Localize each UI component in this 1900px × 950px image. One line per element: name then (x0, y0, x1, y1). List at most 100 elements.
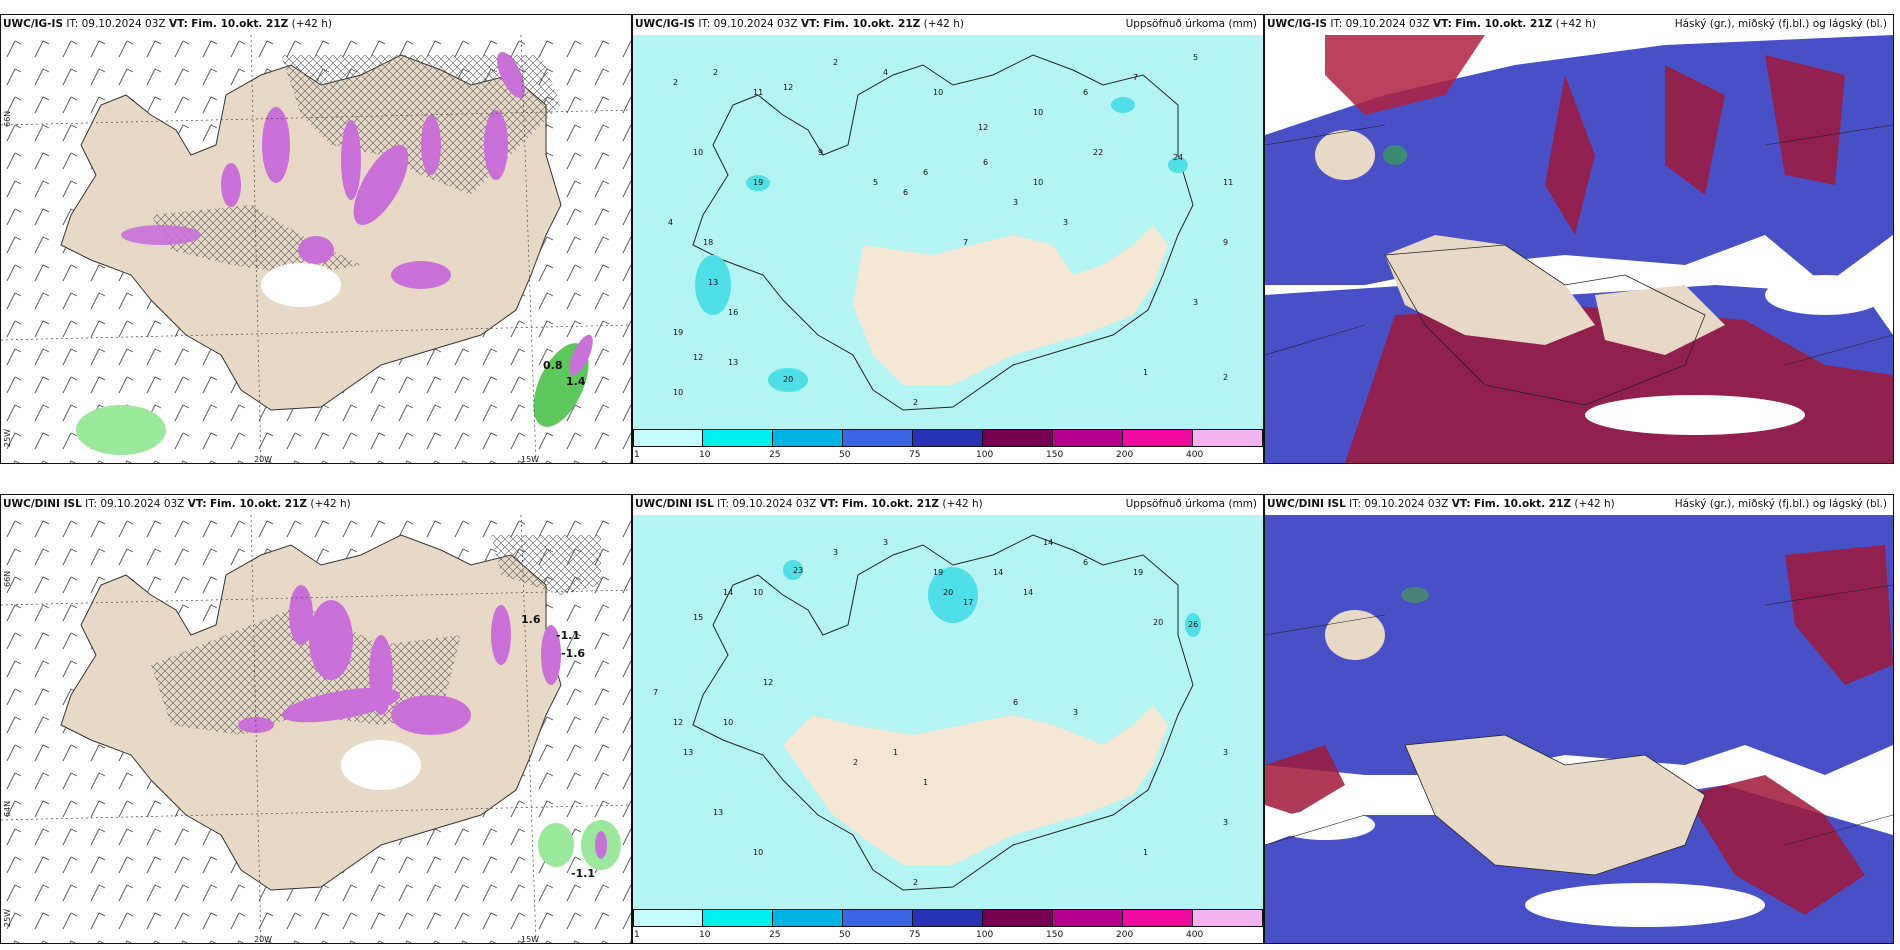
svg-text:3: 3 (1193, 298, 1198, 307)
panel-wind-precip-dini: UWC/DINI ISL IT: 09.10.2024 03Z VT: Fim.… (0, 494, 632, 944)
value-annotation: -1.1 (571, 867, 596, 880)
panel-accum-precip-dini: UWC/DINI ISL IT: 09.10.2024 03Z VT: Fim.… (632, 494, 1264, 944)
svg-text:19: 19 (1133, 568, 1143, 577)
colorbar-tick: 25 (769, 450, 781, 460)
svg-text:2: 2 (913, 398, 918, 407)
svg-text:10: 10 (1033, 178, 1043, 187)
panel-subtitle: Uppsöfnuð úrkoma (mm) (1125, 498, 1257, 510)
svg-text:1: 1 (1143, 848, 1148, 857)
svg-text:9: 9 (818, 148, 823, 157)
lon-label: 20W (254, 455, 273, 464)
svg-text:2: 2 (833, 58, 838, 67)
svg-text:20: 20 (943, 588, 953, 597)
map-wind-barbs (1, 515, 631, 943)
lon-label: 15W (521, 935, 540, 944)
svg-text:7: 7 (963, 238, 968, 247)
svg-text:4: 4 (668, 218, 673, 227)
lon-label: 20W (254, 935, 273, 944)
colorbar-tick: 200 (1116, 930, 1134, 940)
svg-text:14: 14 (993, 568, 1003, 577)
svg-text:14: 14 (1043, 538, 1053, 547)
map-clouds (1265, 515, 1893, 943)
colorbar-tick: 10 (699, 930, 711, 940)
svg-text:17: 17 (963, 598, 973, 607)
panel-title: UWC/DINI ISL IT: 09.10.2024 03Z VT: Fim.… (3, 498, 351, 510)
svg-text:6: 6 (903, 188, 908, 197)
colorbar-tick: 150 (1046, 450, 1064, 460)
svg-text:6: 6 (1013, 698, 1018, 707)
svg-text:3: 3 (883, 538, 888, 547)
svg-text:7: 7 (653, 688, 658, 697)
svg-text:3: 3 (1073, 708, 1078, 717)
panel-title: UWC/DINI ISL IT: 09.10.2024 03Z VT: Fim.… (635, 498, 983, 510)
svg-text:6: 6 (923, 168, 928, 177)
svg-text:16: 16 (728, 308, 738, 317)
svg-text:10: 10 (723, 718, 733, 727)
svg-text:10: 10 (673, 388, 683, 397)
lat-label: 25W (3, 428, 12, 447)
colorbar-tick: 400 (1186, 930, 1204, 940)
svg-text:5: 5 (1193, 53, 1198, 62)
svg-text:13: 13 (683, 748, 693, 757)
lon-label: 15W (521, 455, 540, 464)
colorbar-tick: 50 (839, 450, 851, 460)
svg-text:7: 7 (1133, 73, 1138, 82)
map-wind-barbs (1, 35, 631, 463)
value-annotation: 1.4 (566, 375, 586, 388)
svg-text:13: 13 (728, 358, 738, 367)
colorbar-tick: 200 (1116, 450, 1134, 460)
svg-text:1: 1 (1143, 368, 1148, 377)
value-annotation: 1.6 (521, 613, 541, 626)
svg-text:3: 3 (833, 548, 838, 557)
svg-text:12: 12 (978, 123, 988, 132)
panel-title: UWC/IG-IS IT: 09.10.2024 03Z VT: Fim. 10… (1267, 18, 1596, 30)
colorbar-tick: 1 (634, 930, 640, 940)
svg-text:11: 11 (1223, 178, 1233, 187)
iceland-land-dry (853, 225, 1168, 385)
map-clouds (1265, 35, 1893, 463)
svg-text:12: 12 (763, 678, 773, 687)
svg-text:1: 1 (923, 778, 928, 787)
colorbar-tick: 25 (769, 930, 781, 940)
colorbar: 1 10 25 50 75 100 150 200 400 (633, 429, 1263, 463)
svg-text:22: 22 (1093, 148, 1103, 157)
svg-text:12: 12 (673, 718, 683, 727)
svg-text:19: 19 (933, 568, 943, 577)
panel-subtitle: Uppsöfnuð úrkoma (mm) (1125, 18, 1257, 30)
svg-text:3: 3 (1223, 818, 1228, 827)
panel-clouds-igis: UWC/IG-IS IT: 09.10.2024 03Z VT: Fim. 10… (1264, 14, 1894, 464)
svg-text:5: 5 (873, 178, 878, 187)
svg-text:13: 13 (708, 278, 718, 287)
svg-text:26: 26 (1188, 620, 1198, 629)
svg-text:6: 6 (1083, 558, 1088, 567)
value-annotation: -1.1 (556, 629, 581, 642)
panel-title: UWC/IG-IS IT: 09.10.2024 03Z VT: Fim. 10… (635, 18, 964, 30)
colorbar-tick: 75 (909, 930, 921, 940)
lat-label: 66N (3, 570, 12, 587)
svg-text:4: 4 (883, 68, 888, 77)
svg-text:14: 14 (723, 588, 733, 597)
svg-text:6: 6 (983, 158, 988, 167)
svg-text:1: 1 (893, 748, 898, 757)
value-annotation: 0.8 (543, 359, 563, 372)
svg-text:11: 11 (753, 88, 763, 97)
colorbar-tick: 1 (634, 450, 640, 460)
svg-text:10: 10 (753, 848, 763, 857)
svg-text:14: 14 (1023, 588, 1033, 597)
panel-subtitle: Háský (gr.), miðský (fj.bl.) og lágský (… (1674, 498, 1887, 510)
svg-text:10: 10 (693, 148, 703, 157)
panel-title: UWC/IG-IS IT: 09.10.2024 03Z VT: Fim. 10… (3, 18, 332, 30)
svg-text:2: 2 (673, 78, 678, 87)
lat-label: 64N (3, 800, 12, 817)
svg-text:12: 12 (693, 353, 703, 362)
svg-text:2: 2 (853, 758, 858, 767)
colorbar-tick: 10 (699, 450, 711, 460)
svg-text:19: 19 (753, 178, 763, 187)
lat-label: 25W (3, 908, 12, 927)
svg-text:20: 20 (783, 375, 793, 384)
value-annotation: -1.6 (561, 647, 586, 660)
svg-text:10: 10 (1033, 108, 1043, 117)
svg-text:3: 3 (1063, 218, 1068, 227)
svg-text:13: 13 (713, 808, 723, 817)
svg-text:19: 19 (673, 328, 683, 337)
